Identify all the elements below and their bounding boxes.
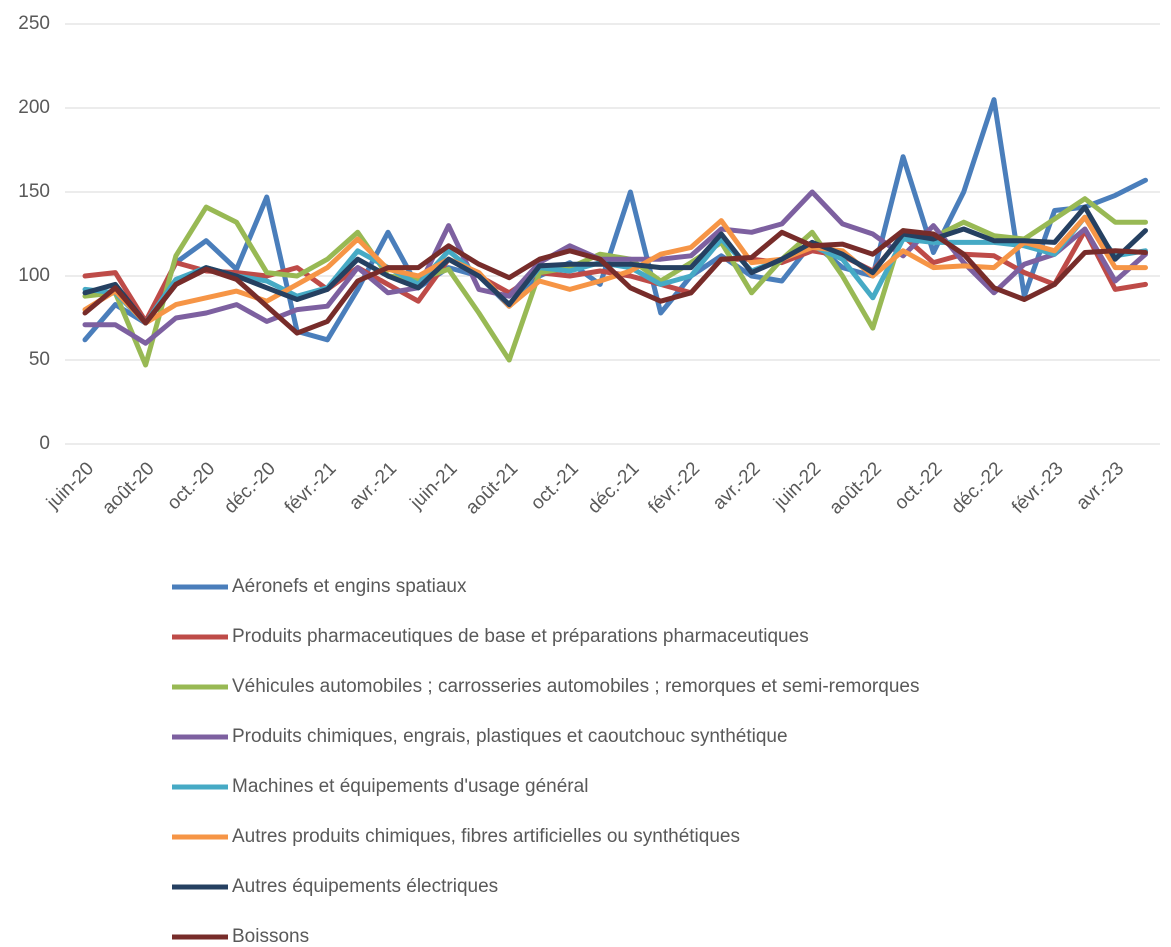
x-tick-label: févr.-22: [644, 458, 704, 518]
x-tick-label: oct.-22: [891, 458, 947, 514]
series-line: [82, 228, 1148, 336]
x-tick-label: avr.-21: [345, 458, 401, 514]
legend-label: Autres équipements électriques: [232, 876, 498, 897]
x-tick-label: août-20: [98, 458, 158, 518]
y-tick-label: 0: [39, 433, 50, 454]
y-tick-label: 100: [18, 265, 50, 286]
x-tick-label: avr.-22: [709, 458, 765, 514]
legend-label: Produits chimiques, engrais, plastiques …: [232, 726, 788, 747]
legend-label: Aéronefs et engins spatiaux: [232, 576, 467, 597]
series-line: [82, 204, 1148, 326]
legend-label: Produits pharmaceutiques de base et prép…: [232, 626, 809, 647]
legend-label: Autres produits chimiques, fibres artifi…: [232, 826, 740, 847]
legend-label: Véhicules automobiles ; carrosseries aut…: [232, 676, 919, 697]
x-tick-label: août-21: [462, 458, 522, 518]
x-tick-label: déc.-20: [220, 458, 280, 518]
y-tick-label: 50: [29, 349, 50, 370]
x-tick-label: déc.-21: [584, 458, 644, 518]
x-tick-label: avr.-23: [1072, 458, 1128, 514]
x-tick-label: févr.-21: [281, 458, 341, 518]
x-tick-label: févr.-23: [1008, 458, 1068, 518]
x-tick-label: oct.-20: [163, 458, 219, 514]
y-tick-label: 250: [18, 13, 50, 34]
series-line: [82, 97, 1148, 343]
y-tick-label: 150: [18, 181, 50, 202]
legend-label: Machines et équipements d'usage général: [232, 776, 588, 797]
x-tick-label: juin-22: [769, 458, 825, 514]
legend-label: Boissons: [232, 926, 309, 947]
x-tick-label: déc.-22: [947, 458, 1007, 518]
x-tick-label: juin-20: [42, 458, 98, 514]
x-tick-label: juin-21: [406, 458, 462, 514]
y-tick-label: 200: [18, 97, 50, 118]
x-tick-label: août-22: [825, 458, 885, 518]
x-tick-label: oct.-21: [527, 458, 583, 514]
